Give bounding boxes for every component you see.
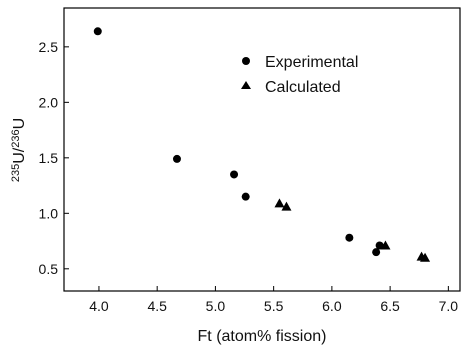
point-experimental <box>93 27 102 36</box>
point-experimental <box>230 170 239 179</box>
x-tick-label: 7.0 <box>439 298 459 314</box>
x-tick-label: 4.0 <box>89 298 109 314</box>
y-tick-label: 1.0 <box>39 205 59 221</box>
x-axis-ticks: 4.0 4.5 5.0 5.5 6.0 6.5 7.0 <box>89 286 458 314</box>
y-axis-label: 235U/236U <box>10 118 28 182</box>
point-calculated <box>274 198 285 208</box>
plot-frame <box>63 7 461 292</box>
y-tick-label: 2.5 <box>39 39 59 55</box>
y-axis-label-main: U/ <box>11 147 28 164</box>
x-tick-label: 4.5 <box>147 298 167 314</box>
y-tick-label: 1.5 <box>39 150 59 166</box>
legend-marker-experimental <box>242 57 250 65</box>
point-calculated <box>281 201 292 211</box>
point-experimental <box>372 248 381 257</box>
point-experimental <box>241 192 250 201</box>
y-axis-label-sup2: 236 <box>10 129 22 147</box>
y-axis-ticks: 0.5 1.0 1.5 2.0 2.5 <box>39 39 69 277</box>
point-experimental <box>345 233 354 242</box>
y-axis-label-tail: U <box>11 118 28 130</box>
legend-label-calculated: Calculated <box>265 79 341 96</box>
y-tick-label: 2.0 <box>39 94 59 110</box>
x-tick-label: 5.5 <box>264 298 284 314</box>
legend: Experimental Calculated <box>241 54 358 96</box>
x-axis-label: Ft (atom% fission) <box>198 328 327 345</box>
x-tick-label: 6.0 <box>322 298 342 314</box>
point-experimental <box>172 154 181 163</box>
point-calculated <box>380 240 391 250</box>
x-tick-label: 6.5 <box>380 298 400 314</box>
legend-label-experimental: Experimental <box>265 54 358 71</box>
legend-marker-calculated <box>241 81 251 89</box>
y-tick-label: 0.5 <box>39 261 59 277</box>
y-axis-label-sup1: 235 <box>10 164 22 182</box>
point-calculated <box>420 252 431 262</box>
data-points <box>93 27 431 262</box>
x-tick-label: 5.0 <box>206 298 226 314</box>
